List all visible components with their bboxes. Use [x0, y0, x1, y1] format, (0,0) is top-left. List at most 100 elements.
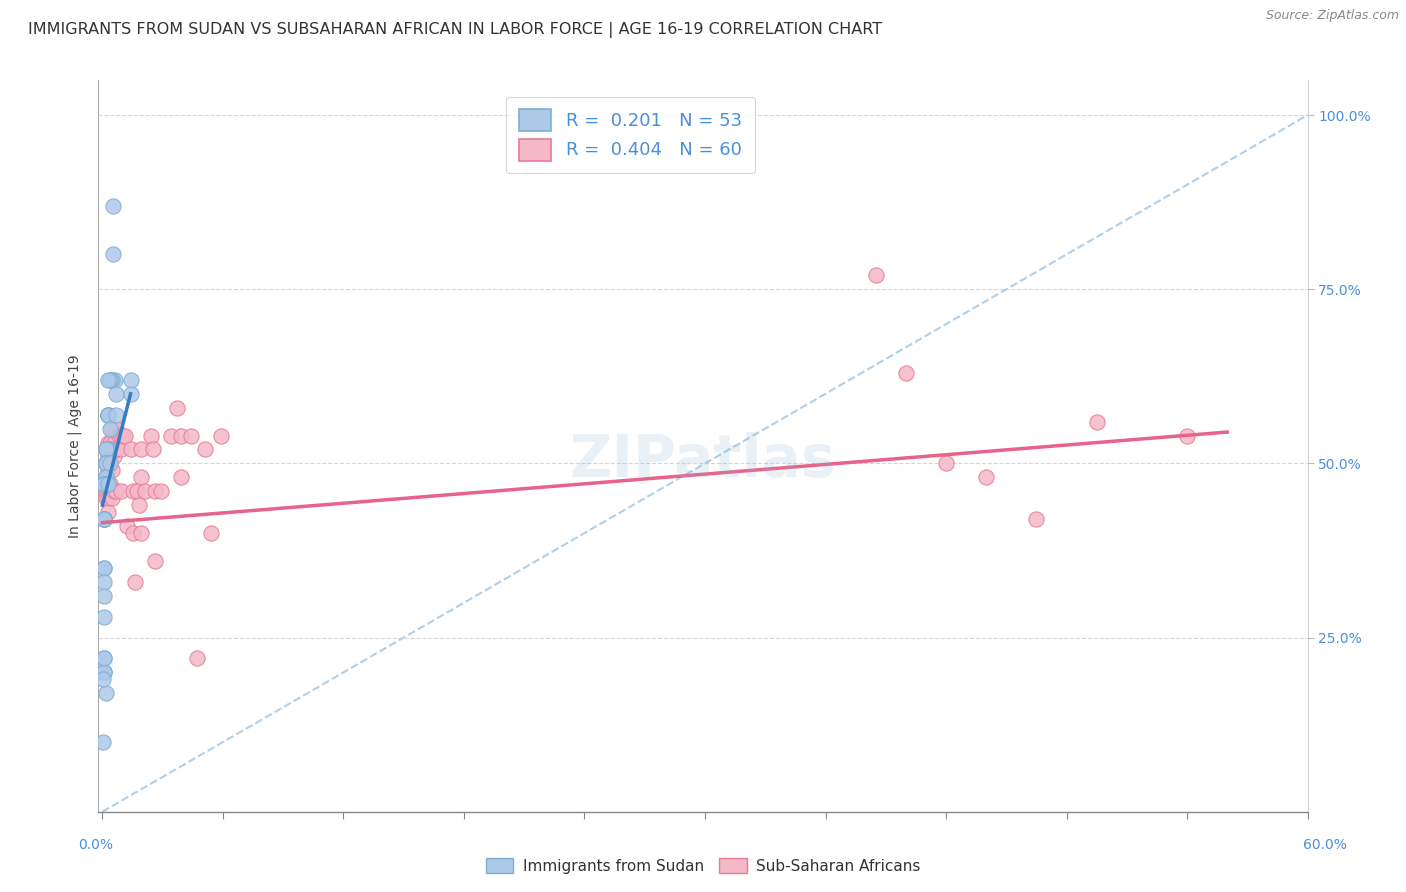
Point [97, 491, 120, 506]
Point [96, 442, 118, 457]
Point [110, 484, 132, 499]
Point [97, 435, 120, 450]
Point [865, 268, 887, 283]
Point [97, 442, 120, 457]
Point [101, 442, 124, 457]
Point [114, 428, 136, 442]
Point [96, 457, 118, 471]
Legend: Immigrants from Sudan, Sub-Saharan Africans: Immigrants from Sudan, Sub-Saharan Afric… [479, 852, 927, 880]
Point [97, 408, 120, 422]
Point [100, 457, 122, 471]
Point [107, 428, 129, 442]
Point [129, 442, 152, 457]
Point [1085, 415, 1108, 429]
Point [97, 477, 120, 491]
Point [129, 470, 152, 484]
Point [134, 484, 156, 499]
Point [93, 512, 115, 526]
Point [101, 463, 124, 477]
Point [96, 442, 118, 457]
Point [159, 428, 181, 442]
Point [180, 428, 202, 442]
Point [93, 665, 115, 680]
Point [103, 450, 125, 464]
Point [105, 386, 128, 401]
Point [974, 470, 997, 484]
Point [104, 373, 127, 387]
Point [101, 491, 124, 506]
Point [129, 526, 152, 541]
Point [149, 484, 172, 499]
Point [97, 442, 120, 457]
Point [93, 477, 115, 491]
Point [96, 686, 118, 700]
Point [93, 512, 115, 526]
Point [93, 561, 115, 575]
Point [93, 735, 115, 749]
Point [93, 512, 115, 526]
Point [101, 373, 124, 387]
Point [93, 561, 115, 575]
Point [93, 512, 115, 526]
Point [105, 442, 128, 457]
Point [120, 442, 142, 457]
Point [186, 651, 208, 665]
Point [124, 574, 146, 589]
Point [110, 428, 132, 442]
Point [97, 463, 120, 477]
Point [142, 442, 165, 457]
Point [103, 199, 125, 213]
Point [103, 247, 125, 261]
Point [935, 457, 957, 471]
Point [115, 519, 138, 533]
Point [96, 477, 118, 491]
Point [894, 366, 917, 380]
Point [96, 484, 118, 499]
Point [96, 470, 118, 484]
Point [93, 651, 115, 665]
Point [96, 457, 118, 471]
Point [143, 484, 166, 499]
Point [93, 665, 115, 680]
Point [120, 373, 142, 387]
Point [170, 470, 193, 484]
Point [93, 665, 115, 680]
Point [200, 526, 222, 541]
Point [105, 408, 128, 422]
Point [100, 477, 122, 491]
Point [93, 477, 115, 491]
Point [120, 386, 142, 401]
Text: Source: ZipAtlas.com: Source: ZipAtlas.com [1265, 9, 1399, 22]
Point [93, 477, 115, 491]
Point [110, 442, 132, 457]
Point [100, 373, 122, 387]
Point [1025, 512, 1047, 526]
Point [93, 589, 115, 603]
Point [96, 457, 118, 471]
Text: 60.0%: 60.0% [1302, 838, 1347, 852]
Point [143, 554, 166, 568]
Text: IMMIGRANTS FROM SUDAN VS SUBSAHARAN AFRICAN IN LABOR FORCE | AGE 16-19 CORRELATI: IMMIGRANTS FROM SUDAN VS SUBSAHARAN AFRI… [28, 22, 882, 38]
Point [93, 574, 115, 589]
Point [93, 651, 115, 665]
Point [121, 484, 143, 499]
Point [209, 428, 232, 442]
Point [96, 477, 118, 491]
Point [97, 442, 120, 457]
Point [121, 526, 143, 541]
Point [128, 498, 150, 512]
Point [96, 491, 118, 506]
Point [97, 408, 120, 422]
Point [101, 421, 124, 435]
Point [139, 428, 162, 442]
Point [170, 428, 193, 442]
Text: 0.0%: 0.0% [79, 838, 112, 852]
Point [97, 408, 120, 422]
Point [100, 450, 122, 464]
Point [111, 428, 134, 442]
Point [93, 609, 115, 624]
Point [93, 512, 115, 526]
Point [103, 435, 125, 450]
Point [97, 442, 120, 457]
Point [166, 401, 188, 415]
